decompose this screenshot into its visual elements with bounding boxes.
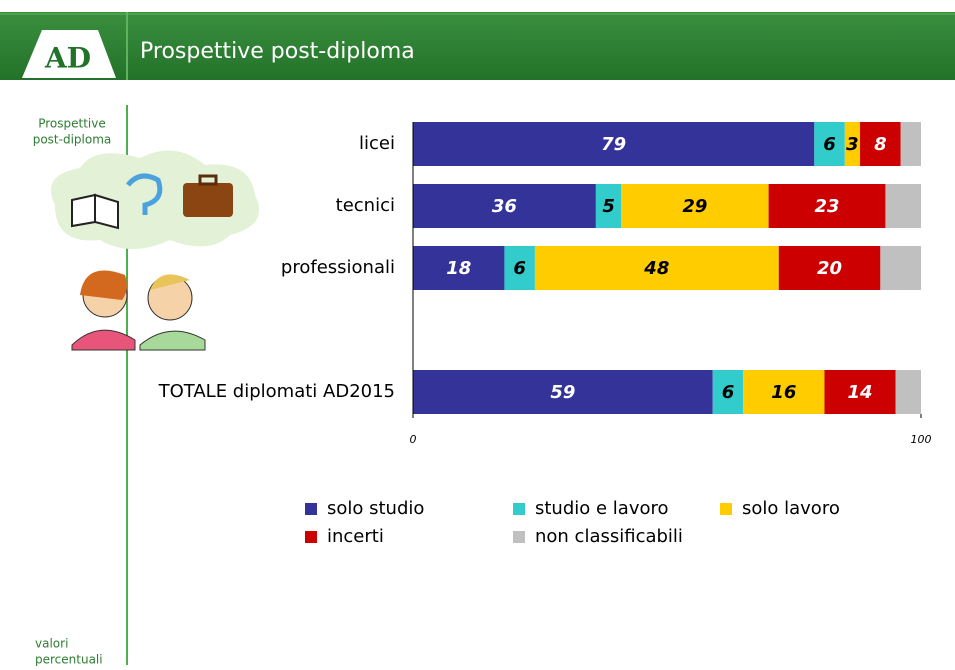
category-label: professionali	[281, 257, 395, 278]
bar-segment	[621, 184, 769, 228]
legend-label: solo studio	[327, 498, 424, 519]
bar-segment	[778, 246, 881, 290]
legend-label: non classificabili	[535, 526, 683, 547]
legend-swatch	[513, 503, 525, 515]
data-label: 6	[823, 134, 836, 155]
category-label: licei	[359, 133, 395, 154]
category-label: tecnici	[336, 195, 395, 216]
bar-segment	[595, 184, 622, 228]
bar-segment	[413, 184, 596, 228]
bar-segment	[712, 370, 744, 414]
bar-segment	[504, 246, 535, 290]
bar-segment	[743, 370, 825, 414]
bar-segment	[413, 122, 815, 166]
bar-segment	[824, 370, 896, 414]
data-label: 3	[846, 134, 859, 155]
bar-segment	[885, 184, 921, 228]
data-label: 14	[848, 382, 873, 403]
data-label: 6	[722, 382, 735, 403]
bar-segment	[895, 370, 921, 414]
data-label: 48	[643, 258, 669, 279]
header-bar	[0, 12, 955, 80]
data-label: 29	[682, 196, 707, 217]
data-label: 5	[602, 196, 615, 217]
bar-segment	[900, 122, 921, 166]
x-tick-label: 100	[911, 433, 932, 446]
legend-swatch	[305, 503, 317, 515]
data-label: 6	[513, 258, 526, 279]
bar-segment	[844, 122, 861, 166]
legend-label: solo lavoro	[742, 498, 840, 519]
category-label: TOTALE diplomati AD2015	[158, 381, 395, 402]
sidebar-label: post-diploma	[33, 133, 112, 147]
clipart	[50, 150, 260, 351]
data-label: 36	[492, 196, 517, 217]
x-tick-label: 0	[410, 433, 417, 446]
legend-label: studio e lavoro	[535, 498, 669, 519]
sidebar-note: valori	[35, 637, 68, 651]
bar-segment	[413, 370, 713, 414]
bar-segment	[534, 246, 779, 290]
bar-segment	[768, 184, 886, 228]
bar-segment	[413, 246, 505, 290]
logo-shape	[22, 30, 116, 78]
logo: AD	[44, 42, 91, 75]
sidebar-label: Prospettive	[38, 117, 106, 131]
data-label: 59	[550, 382, 575, 403]
legend-swatch	[720, 503, 732, 515]
title: Prospettive post-diploma	[140, 39, 415, 64]
bar-segment	[860, 122, 901, 166]
data-label: 8	[874, 134, 887, 155]
legend-swatch	[305, 531, 317, 543]
data-label: 79	[601, 134, 626, 155]
bar-segment	[880, 246, 921, 290]
bar-segment	[814, 122, 845, 166]
legend-label: incerti	[327, 526, 384, 547]
sidebar-note: percentuali	[35, 653, 103, 667]
data-label: 18	[446, 258, 471, 279]
data-label: 20	[817, 258, 842, 279]
legend-swatch	[513, 531, 525, 543]
data-label: 16	[771, 382, 796, 403]
data-label: 23	[814, 196, 839, 217]
